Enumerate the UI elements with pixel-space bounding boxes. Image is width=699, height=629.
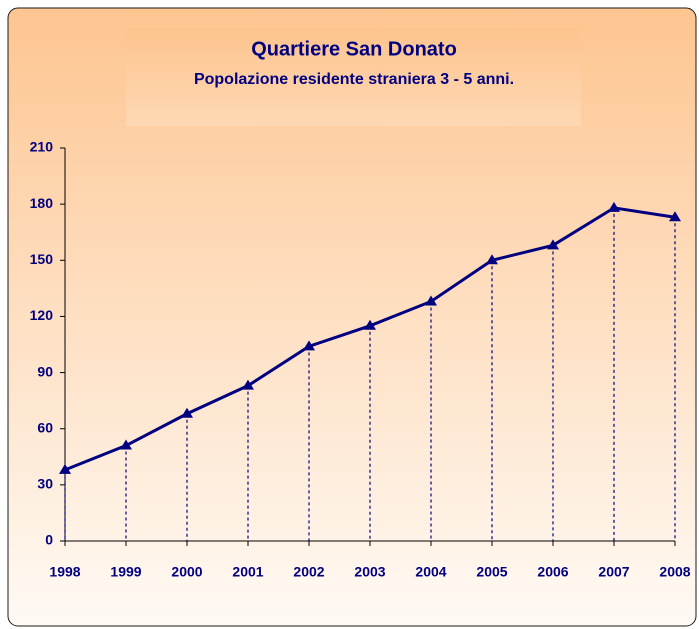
y-tick-label: 180	[30, 195, 54, 211]
x-tick-label: 2007	[598, 564, 629, 580]
chart-background	[7, 7, 697, 627]
x-tick-label: 2000	[171, 564, 202, 580]
chart-subtitle: Popolazione residente straniera 3 - 5 an…	[194, 71, 514, 88]
x-tick-label: 2001	[232, 564, 263, 580]
y-tick-label: 120	[30, 307, 54, 323]
x-tick-label: 2003	[354, 564, 385, 580]
marker	[120, 439, 132, 450]
marker	[669, 211, 681, 222]
y-tick-label: 150	[30, 251, 54, 267]
x-tick-label: 2002	[293, 564, 324, 580]
x-tick-label: 2004	[415, 564, 446, 580]
y-tick-label: 210	[30, 139, 54, 155]
marker	[242, 379, 254, 390]
title-box	[126, 28, 581, 126]
marker	[547, 239, 559, 250]
y-tick-label: 30	[37, 476, 53, 492]
x-tick-label: 2008	[659, 564, 690, 580]
y-tick-label: 90	[37, 363, 53, 379]
marker	[425, 295, 437, 306]
marker	[303, 340, 315, 351]
y-tick-label: 60	[37, 419, 53, 435]
x-tick-label: 2006	[537, 564, 568, 580]
x-tick-label: 2005	[476, 564, 507, 580]
marker	[181, 407, 193, 418]
marker	[364, 319, 376, 330]
marker	[59, 463, 71, 474]
chart-title: Quartiere San Donato	[251, 38, 457, 60]
x-tick-label: 1999	[110, 564, 141, 580]
x-tick-label: 1998	[49, 564, 80, 580]
marker	[486, 254, 498, 265]
y-tick-label: 0	[45, 532, 53, 548]
marker	[608, 201, 620, 212]
